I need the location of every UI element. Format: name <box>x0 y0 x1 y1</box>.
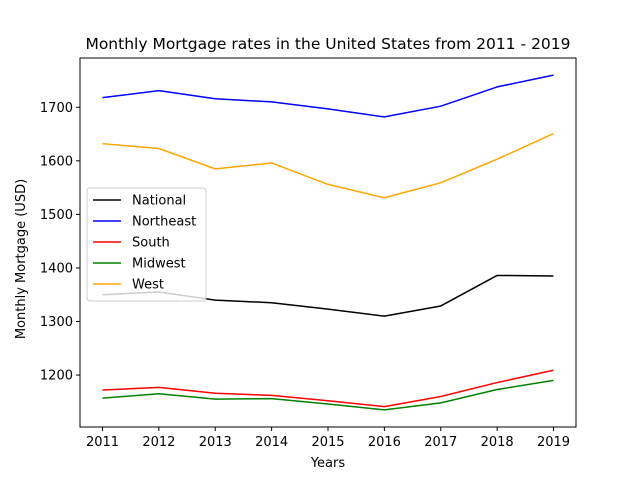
series-line-west <box>102 132 554 199</box>
x-tick-label: 2016 <box>368 435 401 450</box>
x-axis-label: Years <box>310 456 346 471</box>
chart-title: Monthly Mortgage rates in the United Sta… <box>85 35 570 53</box>
y-tick-label: 1200 <box>40 369 73 384</box>
y-tick-label: 1700 <box>40 101 73 116</box>
y-tick-label: 1500 <box>40 208 73 223</box>
legend-label-west: West <box>132 278 164 293</box>
legend-label-northeast: Northeast <box>132 215 196 230</box>
y-tick-label: 1300 <box>40 315 73 330</box>
y-tick-label: 1600 <box>40 154 73 169</box>
x-tick-label: 2019 <box>537 435 570 450</box>
y-axis-ticks: 1200 1300 1400 1500 1600 1700 <box>40 101 80 384</box>
series-line-south <box>102 369 554 408</box>
x-tick-label: 2018 <box>481 435 514 450</box>
x-tick-label: 2012 <box>142 435 175 450</box>
y-axis-label: Monthly Mortgage (USD) <box>14 179 29 339</box>
y-tick-label: 1400 <box>40 261 73 276</box>
legend: National Northeast South Midwest West <box>86 187 207 302</box>
legend-label-national: National <box>132 194 186 209</box>
x-tick-label: 2013 <box>199 435 232 450</box>
x-tick-label: 2017 <box>424 435 457 450</box>
legend-label-south: South <box>132 236 170 251</box>
x-tick-label: 2011 <box>86 435 119 450</box>
x-tick-label: 2015 <box>311 435 344 450</box>
series-line-midwest <box>102 379 554 411</box>
series-line-northeast <box>102 74 554 118</box>
x-tick-label: 2014 <box>255 435 288 450</box>
legend-box <box>86 187 207 302</box>
legend-label-midwest: Midwest <box>132 257 186 272</box>
x-axis-ticks: 2011 2012 2013 2014 2015 2016 2017 2018 2019 <box>86 427 570 450</box>
